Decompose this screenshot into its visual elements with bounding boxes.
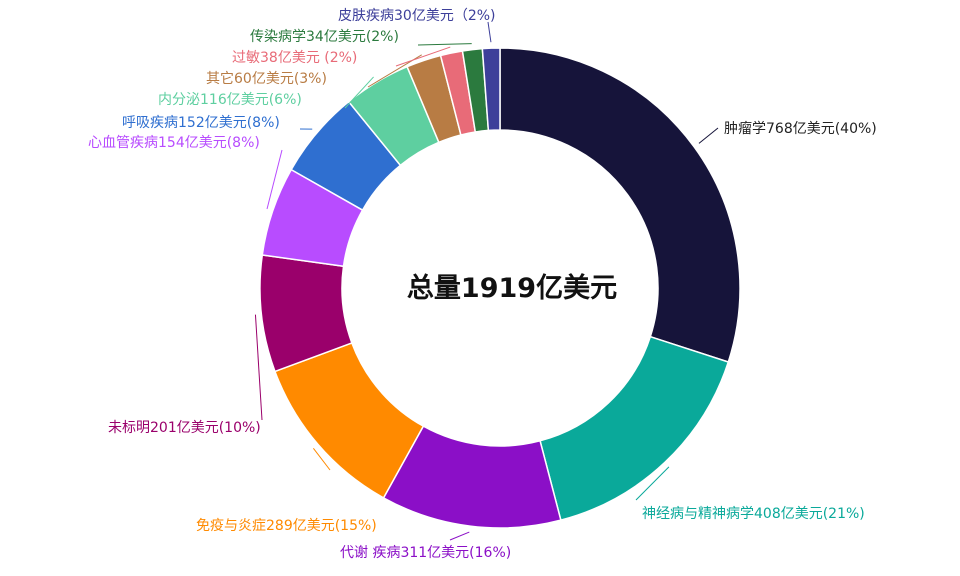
leader-line-8 [344,76,374,109]
slice-2 [539,335,730,522]
slice-label-10: 过敏38亿美元 (2%) [232,50,357,66]
slice-label-4: 免疫与炎症289亿美元(15%) [196,518,377,534]
slice-labels-layer: 肿瘤学768亿美元(40%) 神经病与精神病学408亿美元(21%) 代谢 疾病31… [88,8,877,561]
slice-label-12: 皮肤疾病30亿美元（2%) [338,8,496,24]
leader-lines-layer [254,21,719,541]
leader-line-10 [395,46,451,67]
slice-label-9: 其它60亿美元(3%) [206,70,327,87]
slice-label-3: 代谢 疾病311亿美元(16%) [340,545,511,561]
slice-label-2: 神经病与精神病学408亿美元(21%) [642,506,865,522]
leader-line-3 [449,531,470,541]
slice-label-6: 心血管疾病154亿美元(8%) [88,135,260,151]
leader-line-11 [417,43,472,46]
slice-12 [481,47,501,132]
slice-label-11: 传染病学34亿美元(2%) [250,29,399,45]
slice-label-1: 肿瘤学768亿美元(40%) [724,120,877,137]
leader-line-6 [266,149,283,210]
leader-line-12 [487,21,492,43]
slice-label-8: 内分泌116亿美元(6%) [158,92,302,108]
slice-label-5: 未标明201亿美元(10%) [108,420,261,436]
slice-label-7: 呼吸疾病152亿美元(8%) [122,115,280,131]
leader-line-5 [254,314,263,421]
leader-line-4 [312,447,331,471]
slice-1 [499,47,741,363]
leader-line-1 [698,127,719,144]
slices-layer [259,47,741,529]
center-total-label: 总量1919亿美元 [407,272,617,304]
leader-line-2 [635,466,670,501]
